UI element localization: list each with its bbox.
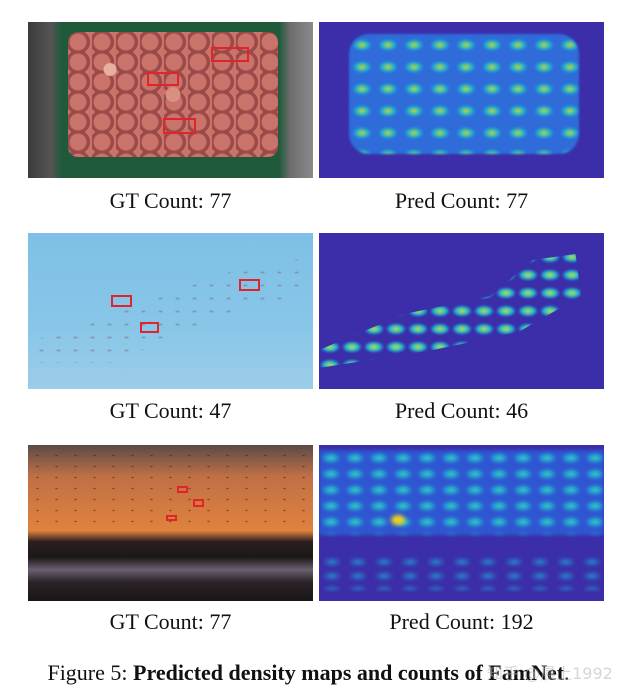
gt-count-label: GT Count: 47 [109, 398, 232, 423]
flamingo-flock [33, 258, 308, 363]
density-hotspot [391, 515, 405, 525]
exemplar-box [111, 295, 132, 307]
figure-caption: Figure 5: Predicted density maps and cou… [0, 660, 617, 686]
gt-count-label: GT Count: 77 [109, 609, 232, 634]
density-map-peaches [319, 22, 604, 178]
density-map-sunset-birds [319, 445, 604, 601]
input-image-sunset-birds [28, 445, 313, 601]
density-region [319, 254, 582, 368]
exemplar-box [177, 486, 188, 493]
peach-pile [68, 32, 278, 157]
density-region [319, 450, 604, 535]
caption-suffix: . [564, 660, 570, 685]
caption-prefix: Figure 5: [47, 660, 134, 685]
density-map-flamingos [319, 233, 604, 389]
exemplar-box [239, 279, 260, 291]
input-image-flamingos [28, 233, 313, 389]
density-region [319, 555, 604, 590]
density-region [349, 34, 579, 154]
watermark: 知乎 @晨上1992 [487, 664, 613, 683]
input-image-peaches [28, 22, 313, 178]
exemplar-box [166, 515, 177, 521]
pred-count-label: Pred Count: 77 [394, 188, 529, 213]
pred-count-label: Pred Count: 192 [389, 609, 534, 634]
exemplar-box [211, 47, 249, 62]
exemplar-box [147, 72, 179, 86]
caption-title: Predicted density maps and counts of Fam… [133, 660, 565, 685]
exemplar-box [140, 322, 159, 333]
pred-count-label: Pred Count: 46 [394, 398, 529, 423]
gt-count-label: GT Count: 77 [109, 188, 232, 213]
exemplar-box [193, 499, 204, 507]
exemplar-box [163, 118, 196, 134]
